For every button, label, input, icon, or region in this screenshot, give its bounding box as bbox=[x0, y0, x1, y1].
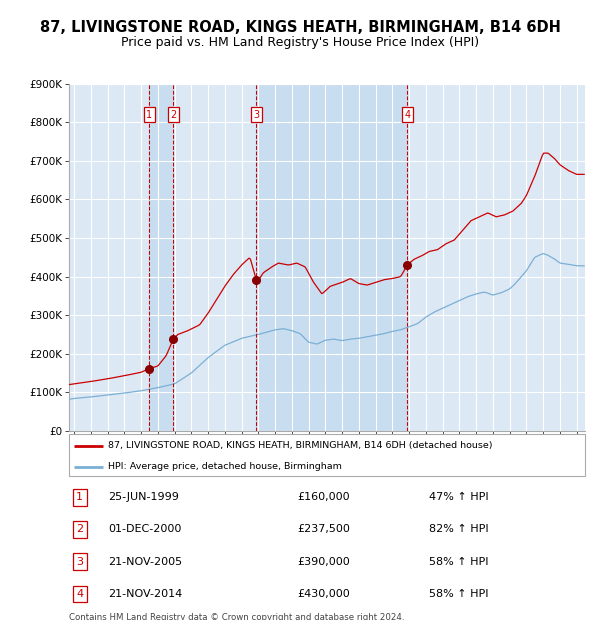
Text: 2: 2 bbox=[76, 525, 83, 534]
Text: 87, LIVINGSTONE ROAD, KINGS HEATH, BIRMINGHAM, B14 6DH (detached house): 87, LIVINGSTONE ROAD, KINGS HEATH, BIRMI… bbox=[108, 441, 492, 450]
Text: 87, LIVINGSTONE ROAD, KINGS HEATH, BIRMINGHAM, B14 6DH: 87, LIVINGSTONE ROAD, KINGS HEATH, BIRMI… bbox=[40, 20, 560, 35]
Text: 58% ↑ HPI: 58% ↑ HPI bbox=[429, 589, 488, 599]
Text: Contains HM Land Registry data © Crown copyright and database right 2024.: Contains HM Land Registry data © Crown c… bbox=[69, 613, 404, 620]
Text: 3: 3 bbox=[76, 557, 83, 567]
Text: £160,000: £160,000 bbox=[297, 492, 350, 502]
Text: 58% ↑ HPI: 58% ↑ HPI bbox=[429, 557, 488, 567]
Text: 3: 3 bbox=[253, 110, 260, 120]
Text: 82% ↑ HPI: 82% ↑ HPI bbox=[429, 525, 488, 534]
Text: Price paid vs. HM Land Registry's House Price Index (HPI): Price paid vs. HM Land Registry's House … bbox=[121, 36, 479, 48]
Text: 4: 4 bbox=[76, 589, 83, 599]
Text: 25-JUN-1999: 25-JUN-1999 bbox=[108, 492, 179, 502]
Text: HPI: Average price, detached house, Birmingham: HPI: Average price, detached house, Birm… bbox=[108, 463, 341, 471]
Text: 1: 1 bbox=[146, 110, 152, 120]
Text: 1: 1 bbox=[76, 492, 83, 502]
Text: 4: 4 bbox=[404, 110, 410, 120]
Text: £237,500: £237,500 bbox=[297, 525, 350, 534]
Text: 21-NOV-2005: 21-NOV-2005 bbox=[108, 557, 182, 567]
Bar bbox=[149, 84, 173, 431]
Text: £430,000: £430,000 bbox=[297, 589, 350, 599]
Text: 47% ↑ HPI: 47% ↑ HPI bbox=[429, 492, 488, 502]
Text: 2: 2 bbox=[170, 110, 176, 120]
Text: 01-DEC-2000: 01-DEC-2000 bbox=[108, 525, 181, 534]
Text: 21-NOV-2014: 21-NOV-2014 bbox=[108, 589, 182, 599]
Text: £390,000: £390,000 bbox=[297, 557, 350, 567]
Bar bbox=[256, 84, 407, 431]
